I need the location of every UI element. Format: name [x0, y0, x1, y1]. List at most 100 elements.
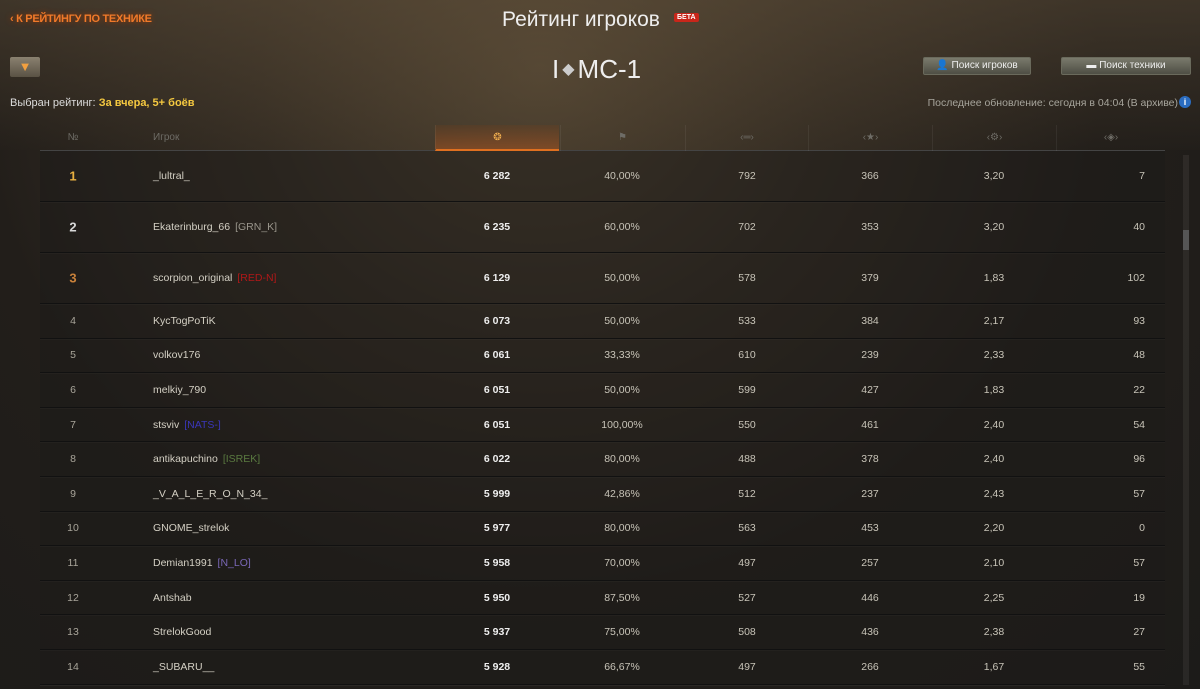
win-rate: 50,00% [604, 383, 640, 396]
table-row[interactable]: 2 Ekaterinburg_66 [GRN_K] 6 235 60,00% 702 353… [40, 202, 1165, 253]
col-rating[interactable]: ❂ [435, 125, 559, 151]
col-spotted[interactable]: ‹◈› [1056, 125, 1165, 151]
back-to-vehicle-rating-link[interactable]: ‹ К РЕЙТИНГУ ПО ТЕХНИКЕ [10, 13, 152, 25]
avg-kills: 1,83 [983, 383, 1005, 396]
clan-tag[interactable]: [N_LO] [217, 556, 251, 569]
table-row[interactable]: 5 volkov176 6 061 33,33% 610 239 2,33 48 [40, 338, 1165, 374]
table-header: № Игрок ❂ ⚑ ‹═› ‹★› ‹⚙› ‹◈› [40, 125, 1165, 151]
player-name[interactable]: StrelokGood [153, 626, 212, 639]
player-name[interactable]: melkiy_790 [153, 383, 207, 396]
spotted: 93 [1133, 314, 1145, 327]
player-cell: KycTogPoTiK [153, 315, 216, 327]
avg-damage: 533 [738, 314, 756, 327]
rank: 13 [67, 626, 79, 639]
rating: 5 937 [483, 626, 511, 639]
avg-damage: 512 [738, 487, 756, 500]
spotted: 40 [1133, 221, 1145, 233]
avg-kills: 2,17 [983, 314, 1005, 327]
win-rate: 42,86% [604, 487, 640, 500]
clan-tag[interactable]: [ISREK] [222, 453, 261, 466]
table-row[interactable]: 4 KycTogPoTiK 6 073 50,00% 533 384 2,17 93 [40, 304, 1165, 339]
avg-kills: 2,40 [983, 418, 1005, 431]
rank: 6 [70, 383, 76, 396]
spotted: 27 [1133, 626, 1145, 639]
scrollbar[interactable] [1183, 155, 1189, 685]
rating: 6 051 [483, 383, 511, 396]
player-name[interactable]: _lultral_ [153, 170, 190, 182]
table-row[interactable]: 3 scorpion_original [RED-N] 6 129 50,00% 578 3… [40, 253, 1165, 304]
table-row[interactable]: 13 StrelokGood 5 937 75,00% 508 436 2,38 27 [40, 615, 1165, 650]
avg-kills: 1,67 [983, 660, 1005, 673]
player-cell: _lultral_ [153, 170, 190, 182]
col-wins[interactable]: ⚑ [560, 125, 684, 151]
win-rate: 87,50% [604, 591, 640, 604]
ranking-table: 1 _lultral_ 6 282 40,00% 792 366 3,20 7 2 Ekateri… [40, 151, 1165, 685]
table-row[interactable]: 12 Antshab 5 950 87,50% 527 446 2,25 19 [40, 580, 1165, 616]
avg-damage: 563 [738, 522, 756, 535]
table-row[interactable]: 10 GNOME_strelok 5 977 80,00% 563 453 2,20 0 [40, 511, 1165, 547]
avg-xp: 239 [861, 349, 879, 362]
player-name[interactable]: GNOME_strelok [153, 522, 230, 535]
player-name[interactable]: volkov176 [153, 349, 201, 362]
spot-icon: ‹◈› [1103, 132, 1119, 143]
col-kills[interactable]: ‹⚙› [932, 125, 1056, 151]
player-name[interactable]: stsviv [153, 418, 180, 431]
table-row[interactable]: 9 _V_A_L_E_R_O_N_34_ 5 999 42,86% 512 237 2,43… [40, 476, 1165, 512]
rank: 11 [67, 556, 79, 569]
table-row[interactable]: 7 stsviv [NATS-] 6 051 100,00% 550 461 2,40 54 [40, 407, 1165, 443]
info-icon[interactable]: i [1179, 96, 1191, 108]
win-rate: 33,33% [604, 349, 640, 362]
rating: 6 051 [483, 418, 511, 431]
search-players-button[interactable]: 👤 Поиск игроков [923, 57, 1031, 75]
player-name[interactable]: Demian1991 [153, 556, 213, 569]
rating: 6 073 [483, 314, 511, 327]
avg-kills: 3,20 [983, 170, 1005, 182]
rating: 6 061 [483, 349, 511, 362]
scrollbar-thumb[interactable] [1183, 230, 1189, 250]
clan-tag[interactable]: [GRN_K] [235, 221, 278, 233]
table-row[interactable]: 6 melkiy_790 6 051 50,00% 599 427 1,83 22 [40, 373, 1165, 408]
search-vehicles-button[interactable]: ▬ Поиск техники [1061, 57, 1191, 75]
player-cell: _SUBARU__ [153, 661, 214, 673]
avg-xp: 257 [861, 556, 879, 569]
filter-button[interactable]: ▼ [10, 57, 40, 77]
spotted: 102 [1127, 272, 1145, 284]
col-player[interactable]: Игрок [153, 132, 180, 143]
table-row[interactable]: 1 _lultral_ 6 282 40,00% 792 366 3,20 7 [40, 151, 1165, 202]
col-experience[interactable]: ‹★› [808, 125, 932, 151]
player-name[interactable]: _V_A_L_E_R_O_N_34_ [153, 487, 268, 500]
rank: 10 [67, 522, 79, 535]
col-rank[interactable]: № [67, 132, 79, 143]
player-cell: scorpion_original [RED-N] [153, 272, 276, 284]
rank: 4 [70, 314, 76, 327]
rating: 5 950 [483, 591, 511, 604]
flag-icon: ⚑ [618, 132, 627, 143]
spotted: 55 [1133, 660, 1145, 673]
player-name[interactable]: Antshab [153, 591, 192, 604]
avg-damage: 497 [738, 556, 756, 569]
avg-damage: 508 [738, 626, 756, 639]
table-row[interactable]: 8 antikapuchino [ISREK] 6 022 80,00% 488 378 2,… [40, 442, 1165, 477]
avg-damage: 578 [738, 272, 756, 284]
col-damage[interactable]: ‹═› [685, 125, 808, 151]
player-cell: _V_A_L_E_R_O_N_34_ [153, 488, 267, 500]
player-name[interactable]: antikapuchino [153, 453, 218, 466]
player-name[interactable]: scorpion_original [153, 272, 233, 284]
avg-kills: 2,25 [983, 591, 1005, 604]
last-update: Последнее обновление: сегодня в 04:04 (В… [927, 97, 1178, 109]
search-players-label: Поиск игроков [951, 60, 1018, 71]
table-row[interactable]: 11 Demian1991 [N_LO] 5 958 70,00% 497 257 2,10 5… [40, 546, 1165, 581]
player-name[interactable]: Ekaterinburg_66 [153, 221, 231, 233]
light-tank-icon: ◆ [562, 61, 575, 78]
clan-tag[interactable]: [RED-N] [237, 272, 277, 284]
player-name[interactable]: KycTogPoTiK [153, 314, 216, 327]
spotted: 54 [1133, 418, 1145, 431]
tank-icon: ▬ [1086, 60, 1097, 71]
clan-tag[interactable]: [NATS-] [184, 418, 221, 431]
player-cell: stsviv [NATS-] [153, 419, 221, 431]
avg-damage: 599 [738, 383, 756, 396]
rank: 9 [70, 487, 76, 500]
player-name[interactable]: _SUBARU__ [153, 660, 215, 673]
avg-xp: 353 [861, 221, 879, 233]
table-row[interactable]: 14 _SUBARU__ 5 928 66,67% 497 266 1,67 55 [40, 649, 1165, 685]
